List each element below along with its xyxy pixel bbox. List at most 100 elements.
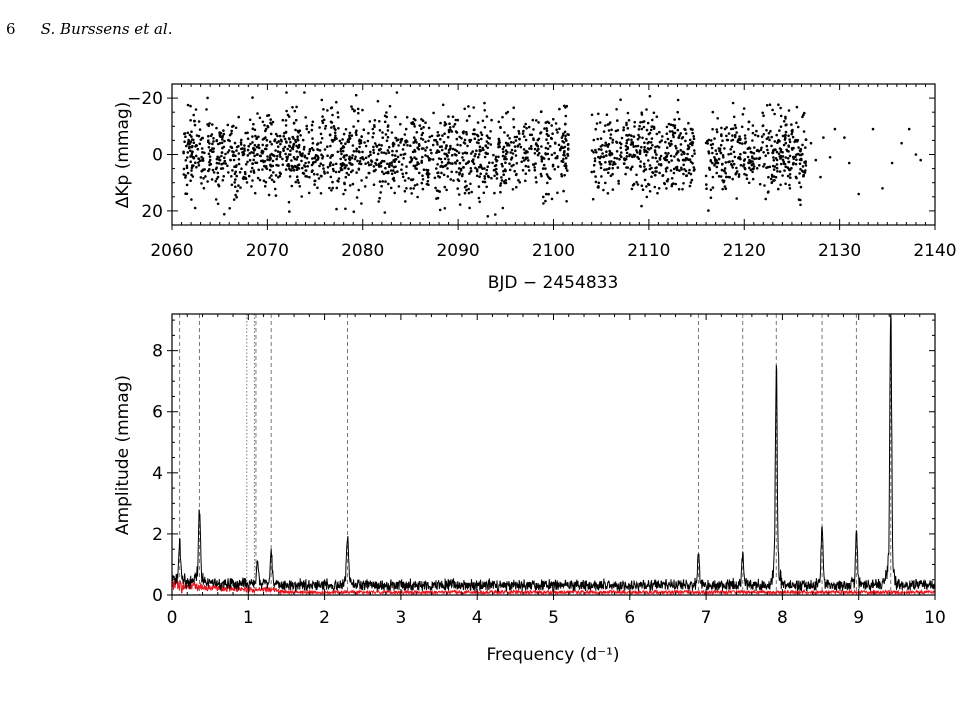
light-curve-point: [446, 175, 450, 178]
light-curve-point: [724, 161, 728, 164]
light-curve-point: [502, 150, 505, 154]
light-curve-point: [483, 101, 486, 105]
light-curve-point: [761, 111, 764, 115]
light-curve-point: [194, 154, 198, 158]
light-curve-point: [420, 127, 423, 130]
light-curve-point: [479, 165, 483, 169]
light-curve-point: [318, 126, 321, 129]
light-curve-point: [633, 125, 636, 128]
light-curve-point: [348, 134, 351, 137]
light-curve-point: [682, 163, 685, 167]
light-curve-point: [462, 141, 466, 144]
light-curve-point: [490, 118, 493, 122]
light-curve-point: [247, 144, 250, 148]
light-curve-point: [523, 135, 526, 138]
periodogram-x-tick-label: 0: [167, 608, 178, 628]
light-curve-point: [287, 200, 291, 204]
light-curve-point: [384, 180, 387, 183]
light-curve-point: [660, 139, 663, 142]
light-curve-point: [392, 141, 395, 145]
light-curve-point: [237, 144, 240, 148]
light-curve-point: [427, 126, 431, 130]
light-curve-point: [276, 150, 280, 153]
light-curve-point: [801, 115, 804, 119]
light-curve-point: [328, 186, 331, 190]
light-curve-x-ticks: 2060 2070 2080 2090 2100 2110 2120 2130 2140: [150, 84, 957, 261]
light-curve-point: [765, 144, 769, 148]
light-curve-point: [665, 146, 669, 149]
light-curve-point: [391, 169, 395, 172]
light-curve-point: [795, 121, 798, 125]
light-curve-point: [431, 158, 435, 161]
light-curve-point: [263, 159, 267, 163]
light-curve-point: [522, 148, 526, 151]
light-curve-point: [793, 140, 796, 144]
light-curve-point: [231, 150, 234, 153]
light-curve-point: [604, 161, 607, 164]
light-curve-point: [300, 195, 304, 198]
light-curve-point: [344, 207, 347, 211]
light-curve-point: [504, 161, 507, 164]
light-curve-point: [788, 183, 791, 187]
light-curve-point: [704, 174, 708, 178]
light-curve-point: [670, 159, 673, 162]
light-curve-point: [647, 148, 651, 151]
light-curve-point: [454, 130, 458, 133]
light-curve-point: [731, 166, 734, 169]
light-curve-point: [729, 152, 733, 156]
light-curve-point: [747, 127, 750, 131]
light-curve-point: [615, 157, 619, 160]
light-curve-point: [465, 130, 468, 134]
light-curve-point: [686, 147, 690, 151]
light-curve-point: [234, 193, 237, 197]
light-curve-point: [296, 164, 300, 167]
light-curve-point: [205, 108, 208, 111]
light-curve-point: [706, 142, 709, 145]
light-curve-point: [244, 163, 248, 166]
light-curve-point: [405, 171, 408, 175]
light-curve-point: [562, 157, 565, 161]
light-curve-point: [215, 139, 219, 142]
light-curve-point: [559, 147, 562, 151]
light-curve-point: [237, 115, 240, 119]
light-curve-point: [592, 151, 595, 154]
light-curve-point: [755, 167, 759, 170]
light-curve-point: [743, 172, 746, 176]
light-curve-point: [329, 106, 333, 110]
light-curve-point: [446, 154, 449, 158]
light-curve-point: [192, 138, 195, 142]
light-curve-point: [783, 169, 786, 172]
light-curve-point: [367, 131, 370, 135]
light-curve-point: [368, 171, 371, 175]
light-curve-point: [809, 141, 813, 145]
light-curve-point: [405, 165, 408, 168]
light-curve-point: [296, 146, 300, 149]
light-curve-point: [294, 139, 297, 142]
light-curve-point: [472, 128, 476, 132]
light-curve-point: [430, 134, 434, 138]
light-curve-point: [311, 169, 314, 172]
light-curve-point: [477, 141, 480, 145]
light-curve-point: [626, 166, 629, 169]
light-curve-point: [311, 157, 314, 160]
light-curve-point: [750, 155, 754, 158]
light-curve-point: [776, 170, 779, 173]
light-curve-point: [220, 151, 224, 154]
light-curve-point: [599, 155, 603, 158]
light-curve-point: [455, 149, 459, 153]
light-curve-point: [334, 170, 338, 174]
frequency-markers: [179, 314, 892, 595]
light-curve-point: [608, 162, 612, 166]
light-curve-point: [284, 131, 288, 134]
light-curve-point: [619, 142, 623, 146]
light-curve-x-tick-label: 2080: [341, 241, 384, 261]
light-curve-point: [285, 109, 288, 113]
light-curve-point: [669, 139, 673, 143]
light-curve-point: [369, 150, 372, 154]
light-curve-point: [233, 172, 237, 176]
authors: S. Burssens et al.: [40, 20, 173, 38]
light-curve-point: [655, 132, 659, 136]
light-curve-point: [554, 122, 558, 125]
light-curve-point: [731, 177, 734, 181]
periodogram-x-tick-label: 5: [548, 608, 559, 628]
